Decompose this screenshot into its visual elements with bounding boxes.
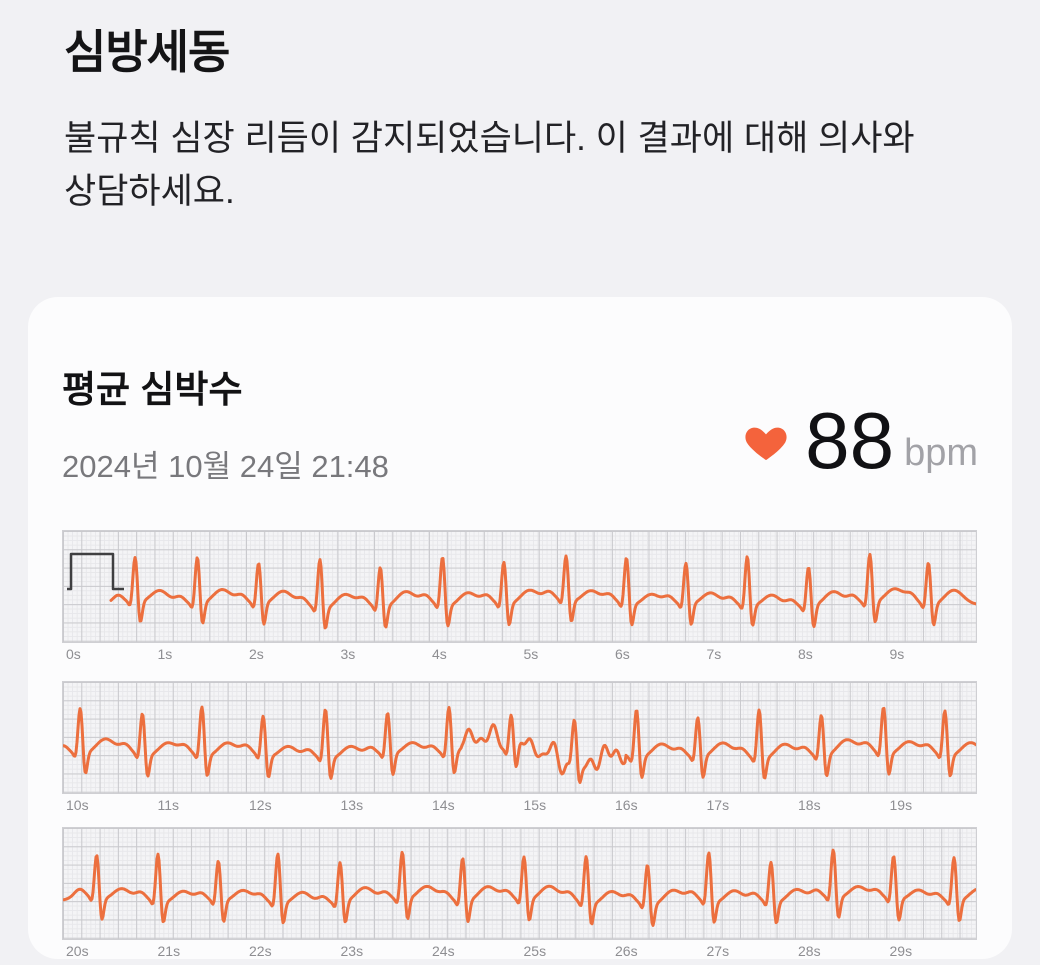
ecg-grid-1: [62, 530, 977, 643]
ecg-waveform-2: [63, 705, 976, 784]
ecg-tick-label: 19s: [889, 797, 913, 813]
card-header-left: 평균 심박수 2024년 10월 24일 21:48: [62, 359, 389, 486]
ecg-tick-label: 25s: [523, 943, 547, 959]
ecg-tick-label: 12s: [249, 797, 272, 813]
ecg-grid-2: [62, 681, 977, 794]
ecg-tick-label: 22s: [249, 943, 272, 959]
ecg-ticks-1: 0s 1s 2s 3s 4s 5s 6s 7s 8s 9s: [62, 643, 977, 665]
ecg-tick-label: 15s: [523, 797, 547, 813]
ecg-tick-label: 29s: [889, 943, 913, 959]
ecg-grid-3: [62, 827, 977, 940]
result-description: 불규칙 심장 리듬이 감지되었습니다. 이 결과에 대해 의사와 상담하세요.: [64, 119, 915, 212]
ecg-waveform-1: [67, 552, 976, 630]
ecg-tick-label: 8s: [798, 646, 813, 662]
card-header: 평균 심박수 2024년 10월 24일 21:48 88 bpm: [62, 359, 978, 486]
page-title: 심방세동: [64, 26, 230, 78]
ecg-result-card: 평균 심박수 2024년 10월 24일 21:48 88 bpm 0s 1s 2s…: [28, 297, 1012, 959]
ecg-tick-label: 21s: [157, 943, 181, 959]
ecg-tick-label: 0s: [66, 646, 81, 662]
ecg-tick-label: 28s: [798, 943, 821, 959]
recording-datetime: 2024년 10월 24일 21:48: [62, 449, 389, 484]
ecg-tick-label: 10s: [66, 797, 89, 813]
ecg-tick-label: 18s: [798, 797, 821, 813]
heart-rate-unit: bpm: [904, 432, 978, 474]
ecg-tick-label: 27s: [706, 943, 730, 959]
ecg-tick-label: 4s: [432, 646, 447, 662]
ecg-tick-label: 7s: [706, 646, 722, 662]
ecg-tick-label: 6s: [615, 646, 630, 662]
ecg-tick-label: 2s: [249, 646, 264, 662]
ecg-chart-area: 0s 1s 2s 3s 4s 5s 6s 7s 8s 9s 10s 11s 12s 13s 14s 15s 1…: [62, 530, 977, 962]
ecg-strip-2: 10s 11s 12s 13s 14s 15s 16s 17s 18s 19s: [62, 681, 977, 816]
ecg-tick-label: 13s: [340, 797, 364, 813]
ecg-tick-label: 16s: [615, 797, 638, 813]
ecg-ticks-2: 10s 11s 12s 13s 14s 15s 16s 17s 18s 19s: [62, 794, 977, 816]
ecg-tick-label: 14s: [432, 797, 455, 813]
ecg-tick-label: 1s: [157, 646, 173, 662]
ecg-tick-label: 17s: [706, 797, 730, 813]
ecg-strip-3: 20s 21s 22s 23s 24s 25s 26s 27s 28s 29s: [62, 827, 977, 962]
ecg-tick-label: 24s: [432, 943, 455, 959]
ecg-tick-label: 3s: [340, 646, 356, 662]
ecg-strip-1: 0s 1s 2s 3s 4s 5s 6s 7s 8s 9s: [62, 530, 977, 665]
ecg-tick-label: 23s: [340, 943, 364, 959]
ecg-tick-label: 9s: [889, 646, 905, 662]
ecg-ticks-3: 20s 21s 22s 23s 24s 25s 26s 27s 28s 29s: [62, 940, 977, 962]
ecg-tick-label: 5s: [523, 646, 539, 662]
ecg-waveform-3: [63, 848, 976, 927]
avg-heart-rate-title: 평균 심박수: [62, 369, 243, 410]
heart-rate-block: 88 bpm: [743, 401, 978, 481]
heart-icon: [745, 427, 787, 461]
ecg-tick-label: 26s: [615, 943, 638, 959]
ecg-tick-label: 11s: [157, 797, 180, 813]
ecg-tick-label: 20s: [66, 943, 89, 959]
heart-rate-value: 88: [805, 396, 895, 485]
